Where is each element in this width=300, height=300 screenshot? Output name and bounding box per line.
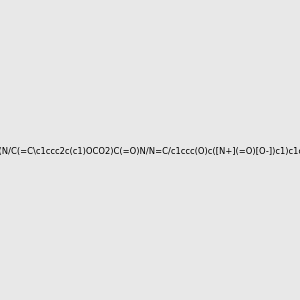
Text: O=C(N/C(=C\c1ccc2c(c1)OCO2)C(=O)N/N=C/c1ccc(O)c([N+](=O)[O-])c1)c1ccccc1: O=C(N/C(=C\c1ccc2c(c1)OCO2)C(=O)N/N=C/c1… [0,147,300,156]
